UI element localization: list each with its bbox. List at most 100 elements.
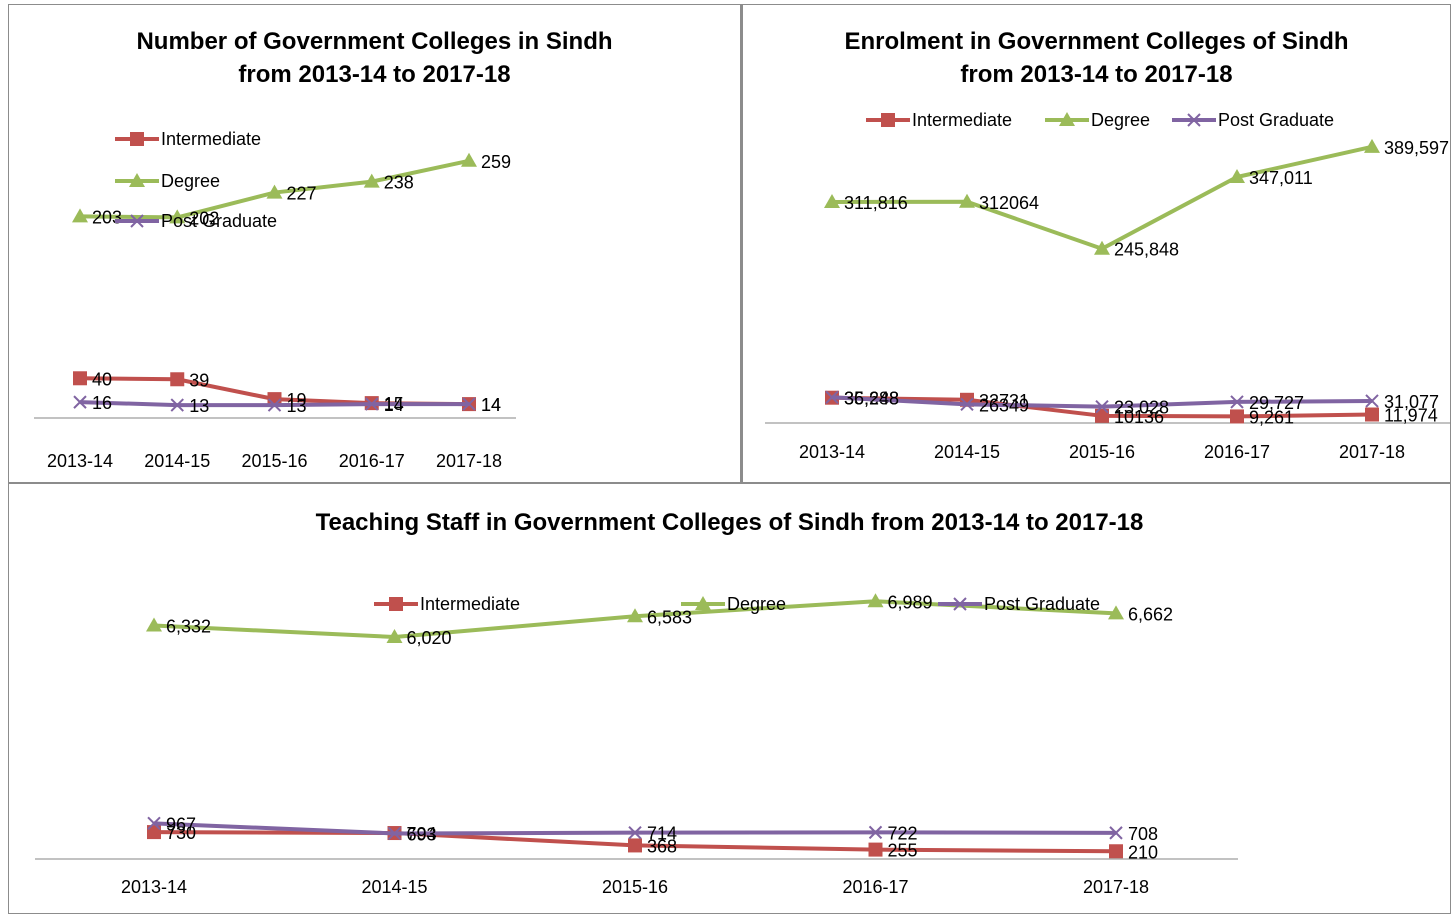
data-label-post-graduate: 26349 (979, 395, 1029, 415)
data-label-intermediate: 9,261 (1249, 407, 1294, 427)
data-label-intermediate: 730 (166, 823, 196, 843)
chart-title-teaching-staff: Teaching Staff in Government Colleges of… (9, 506, 1450, 539)
data-point-intermediate (147, 825, 161, 840)
data-point-intermediate (628, 838, 642, 853)
data-label-degree: 6,332 (166, 617, 211, 637)
data-point-degree (363, 173, 380, 188)
data-point-post-graduate (267, 398, 282, 412)
data-point-post-graduate (170, 398, 184, 412)
x-tick-label: 2014-15 (361, 877, 427, 897)
data-point-degree (627, 608, 643, 623)
data-label-post-graduate: 708 (1128, 824, 1158, 844)
data-label-intermediate: 368 (647, 836, 677, 856)
data-point-post-graduate (1109, 826, 1123, 840)
data-label-degree: 389,597 (1384, 138, 1449, 158)
x-tick-label: 2017-18 (436, 451, 502, 471)
x-tick-label: 2015-16 (602, 877, 668, 897)
data-label-degree: 203 (92, 207, 122, 227)
legend-label-intermediate: Intermediate (161, 129, 261, 149)
data-label-post-graduate: 29,727 (1249, 393, 1304, 413)
legend-marker-post-graduate (953, 597, 967, 611)
data-label-intermediate: 11,974 (1384, 406, 1438, 426)
data-label-degree: 6,662 (1128, 604, 1173, 624)
data-label-degree: 6,583 (647, 607, 692, 627)
data-point-degree (824, 193, 840, 208)
legend-label-degree: Degree (727, 594, 786, 614)
data-label-post-graduate: 31,077 (1384, 392, 1439, 412)
data-label-intermediate: 14 (481, 395, 501, 415)
data-label-post-graduate: 13 (287, 396, 307, 416)
data-label-degree: 6,020 (407, 628, 452, 648)
chart-title-line1: Enrolment in Government Colleges of Sind… (844, 28, 1349, 55)
legend-label-post-graduate: Post Graduate (161, 211, 277, 231)
data-point-degree (867, 593, 884, 608)
chart-panel-colleges: Number of Government Colleges in Sindh f… (8, 4, 741, 483)
data-point-post-graduate (462, 397, 476, 411)
data-label-intermediate: 210 (1128, 842, 1158, 862)
x-tick-label: 2014-15 (144, 451, 210, 471)
data-point-intermediate (170, 372, 185, 387)
x-tick-label: 2013-14 (799, 442, 865, 462)
legend-marker-post-graduate (1187, 113, 1201, 127)
data-label-post-graduate: 16 (92, 393, 112, 413)
data-point-post-graduate (868, 825, 883, 840)
data-point-intermediate (1230, 409, 1244, 424)
chart-panel-teaching-staff: Teaching Staff in Government Colleges of… (8, 483, 1451, 914)
data-label-degree: 202 (189, 208, 219, 228)
data-point-post-graduate (387, 826, 402, 841)
data-point-degree (1094, 240, 1110, 255)
legend-label-intermediate: Intermediate (912, 110, 1012, 130)
legend-marker-degree (129, 173, 145, 187)
data-point-post-graduate (365, 397, 379, 411)
data-point-intermediate (1109, 844, 1123, 859)
data-point-post-graduate (147, 816, 161, 831)
chart-plot-teaching-staff: 2013-14 2014-15 2015-16 2016-17 2017-18 730 70… (35, 592, 1238, 897)
x-tick-label: 2017-18 (1339, 442, 1405, 462)
data-label-intermediate: 255 (888, 841, 918, 861)
chart-title-line1: Number of Government Colleges in Sindh (136, 28, 613, 55)
chart-plot-enrolment: 2013-14 2014-15 2015-16 2016-17 2017-1835,68… (765, 110, 1451, 462)
data-point-degree (1229, 169, 1245, 184)
x-tick-label: 2016-17 (339, 451, 405, 471)
data-label-intermediate: 40 (92, 369, 112, 389)
data-point-post-graduate (1365, 394, 1379, 408)
data-label-intermediate: 10136 (1114, 407, 1164, 427)
legend-marker-post-graduate (130, 214, 144, 228)
data-point-intermediate (868, 842, 883, 857)
data-point-degree (146, 617, 162, 632)
chart-title-line1: Teaching Staff in Government Colleges of… (315, 509, 1144, 536)
data-point-degree (959, 193, 975, 208)
legend-marker-intermediate (130, 132, 144, 146)
data-point-degree (1364, 138, 1380, 153)
data-point-intermediate (73, 371, 87, 386)
data-point-post-graduate (1095, 399, 1109, 414)
legend-label-degree: Degree (161, 171, 220, 191)
chart-panel-enrolment: Enrolment in Government Colleges of Sind… (741, 4, 1451, 483)
chart-title-line2: from 2013-14 to 2017-18 (960, 61, 1233, 88)
data-label-post-graduate: 722 (888, 823, 918, 843)
x-tick-label: 2013-14 (47, 451, 113, 471)
x-tick-label: 2015-16 (1069, 442, 1135, 462)
data-label-degree: 245,848 (1114, 240, 1179, 260)
data-label-degree: 6,989 (888, 592, 933, 612)
x-tick-label: 2013-14 (121, 877, 187, 897)
x-tick-label: 2017-18 (1083, 877, 1149, 897)
legend-label-degree: Degree (1091, 110, 1150, 130)
x-tick-label: 2016-17 (842, 877, 908, 897)
data-label-post-graduate: 13 (189, 396, 209, 416)
series-line-degree (831, 144, 1373, 251)
data-point-post-graduate (73, 395, 87, 409)
x-tick-label: 2016-17 (1204, 442, 1270, 462)
data-label-degree: 311,816 (844, 193, 908, 213)
data-point-post-graduate (825, 390, 839, 405)
chart-plot-colleges: 2013-14 2014-15 2015-16 2016-17 2017-18 40 39 1… (34, 129, 516, 471)
data-label-post-graduate: 714 (647, 824, 677, 844)
data-label-intermediate: 39 (189, 370, 209, 390)
legend-marker-degree (695, 596, 711, 610)
legend-marker-degree (1059, 112, 1075, 126)
data-point-post-graduate (628, 825, 642, 840)
x-tick-label: 2014-15 (934, 442, 1000, 462)
data-label-post-graduate: 14 (384, 395, 404, 415)
data-point-intermediate (1095, 408, 1109, 423)
data-label-degree: 312064 (979, 193, 1039, 213)
